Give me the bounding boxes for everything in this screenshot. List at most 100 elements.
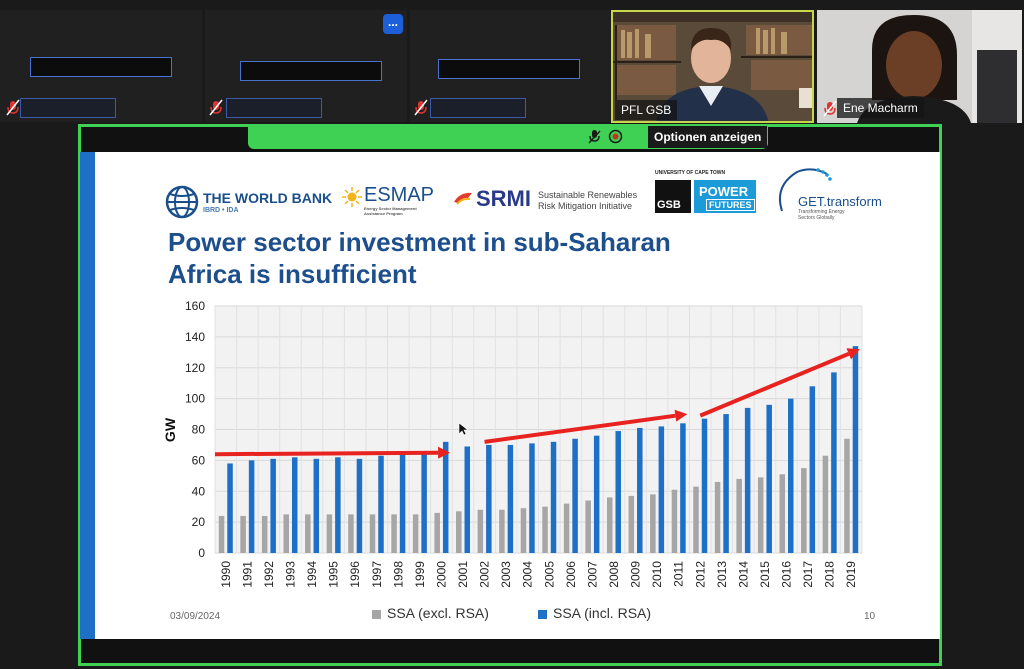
- bar-incl: [248, 460, 255, 553]
- bar-incl: [615, 431, 621, 553]
- y-tick-label: 80: [192, 423, 206, 437]
- bar-incl: [658, 426, 665, 553]
- bar-excl: [606, 497, 613, 553]
- video-tile-pfl-gsb[interactable]: PFL GSB: [611, 10, 814, 123]
- participant-name-label: PFL GSB: [615, 100, 678, 120]
- participant-name-redacted-3: [438, 59, 580, 79]
- trend-arrow-head: [438, 446, 451, 459]
- x-tick-label: 2009: [629, 561, 643, 588]
- bar-incl: [809, 386, 816, 553]
- legend-item-excl: SSA (excl. RSA): [372, 605, 489, 621]
- x-tick-label: 1993: [283, 561, 297, 588]
- slide-title: Power sector investment in sub-Saharan A…: [168, 227, 671, 289]
- x-tick-label: 1990: [219, 561, 233, 588]
- y-tick-label: 100: [185, 392, 205, 406]
- bar-incl: [744, 407, 751, 553]
- gsb-logo-text: GSB: [657, 199, 681, 211]
- bar-excl: [542, 506, 548, 553]
- bar-incl: [572, 438, 578, 553]
- get-transform-logo-sub-2: Sectors Globally: [798, 215, 835, 221]
- bar-excl: [412, 514, 419, 553]
- x-tick-label: 2012: [693, 561, 707, 588]
- bar-incl: [593, 435, 600, 553]
- trend-arrow-line: [214, 450, 439, 457]
- x-tick-label: 1994: [305, 561, 319, 588]
- bar-incl: [852, 346, 859, 553]
- bar-excl: [628, 495, 635, 553]
- uct-logo-text: UNIVERSITY OF CAPE TOWN: [655, 170, 726, 176]
- bar-incl: [550, 441, 557, 553]
- world-bank-logo-sub: IBRD • IDA: [203, 207, 239, 214]
- bar-excl: [714, 481, 721, 553]
- srmi-logo-text: SRMI: [476, 186, 531, 211]
- legend-swatch-excl: [372, 609, 381, 619]
- bar-incl: [680, 423, 686, 553]
- esmap-sun-icon: [342, 187, 362, 207]
- esmap-logo-text: ESMAP: [364, 184, 435, 206]
- get-transform-logo-text: GET.transform: [798, 194, 882, 209]
- slide-accent-strip: [80, 152, 95, 639]
- participant-name-redacted-6: [430, 98, 526, 118]
- mic-muted-icon: [414, 99, 428, 116]
- bar-incl: [766, 404, 772, 553]
- x-tick-label: 2014: [736, 561, 750, 588]
- bar-incl: [421, 454, 427, 553]
- bar-incl: [486, 444, 492, 553]
- bar-excl: [283, 514, 289, 553]
- more-participants-button[interactable]: ...: [383, 14, 403, 34]
- legend-item-incl: SSA (incl. RSA): [538, 605, 651, 621]
- get-transform-arc-icon: [778, 168, 832, 212]
- legend-label-incl: SSA (incl. RSA): [553, 605, 652, 621]
- get-transform-logo-sub-1: Transforming Energy: [798, 209, 845, 215]
- participant-name-redacted-1: [30, 57, 172, 77]
- bar-excl: [391, 514, 397, 553]
- video-tile-ene-macharm[interactable]: Ene Macharm: [817, 10, 1022, 123]
- x-tick-label: 2013: [715, 561, 729, 588]
- bar-excl: [736, 478, 742, 553]
- bar-incl: [442, 441, 449, 553]
- x-tick-label: 1997: [370, 561, 384, 588]
- bar-incl: [507, 444, 514, 553]
- bar-excl: [563, 503, 570, 553]
- mic-icon[interactable]: [588, 129, 602, 145]
- x-tick-label: 2001: [456, 561, 470, 588]
- trend-arrow-line: [484, 413, 676, 444]
- bar-incl: [399, 454, 406, 553]
- bar-excl: [801, 468, 807, 553]
- y-axis-label: GW: [162, 417, 178, 442]
- y-tick-label: 20: [192, 515, 206, 529]
- trend-arrow-line: [699, 351, 850, 418]
- mouse-cursor-icon: [459, 423, 468, 436]
- gsb-logo-box: [655, 180, 691, 213]
- bar-excl: [585, 500, 591, 553]
- record-icon[interactable]: [608, 129, 623, 144]
- bar-excl: [218, 515, 225, 553]
- x-tick-label: 2010: [650, 561, 664, 588]
- bar-incl: [227, 463, 233, 553]
- trend-arrow-head: [674, 409, 688, 422]
- x-tick-label: 2005: [542, 561, 556, 588]
- x-tick-label: 2017: [801, 561, 815, 588]
- participant-name-redacted-2: [240, 61, 382, 81]
- show-options-button[interactable]: Optionen anzeigen: [648, 126, 768, 148]
- slide-page-number: 10: [864, 611, 876, 622]
- y-tick-label: 60: [192, 453, 206, 467]
- mic-muted-icon: [6, 99, 20, 116]
- x-tick-label: 1999: [413, 561, 427, 588]
- x-tick-label: 2006: [564, 561, 578, 588]
- mic-muted-icon: [209, 99, 223, 116]
- bar-incl: [335, 457, 341, 553]
- bar-excl: [844, 438, 850, 553]
- bar-excl: [456, 511, 462, 553]
- futures-logo-text: FUTURES: [706, 199, 755, 211]
- y-tick-label: 160: [185, 299, 205, 313]
- bar-incl: [701, 418, 708, 553]
- power-logo-text: POWER: [699, 184, 749, 199]
- srmi-icon: [454, 192, 472, 205]
- x-tick-label: 2008: [607, 561, 621, 588]
- bar-excl: [499, 509, 505, 553]
- x-tick-label: 2016: [780, 561, 794, 588]
- bar-excl: [326, 514, 333, 553]
- mic-muted-icon: [823, 100, 837, 117]
